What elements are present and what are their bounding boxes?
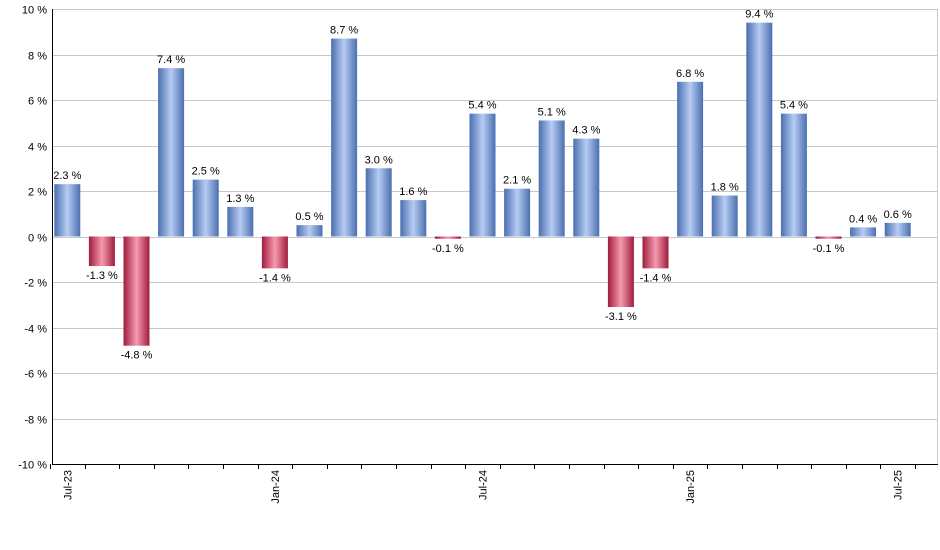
bar [469, 113, 496, 237]
data-label: 5.4 % [780, 100, 808, 112]
data-label: 8.7 % [330, 25, 358, 37]
bars [54, 22, 911, 346]
y-tick-label: -6 % [24, 369, 47, 381]
data-label: 0.6 % [884, 209, 912, 221]
y-tick-label: 6 % [28, 96, 47, 108]
bar [815, 236, 842, 239]
data-label: 2.1 % [503, 175, 531, 187]
bar [365, 168, 392, 237]
bar [642, 236, 669, 269]
data-label: -4.8 % [121, 350, 153, 362]
data-label: -1.4 % [259, 272, 291, 284]
x-tick-label: Jul-23 [62, 470, 74, 500]
axes: 10 % 8 % 6 % 4 % 2 % 0 % -2 % -4 % -6 % -8 % -10 %… [18, 5, 938, 504]
data-label: 2.3 % [53, 170, 81, 182]
bar [296, 225, 323, 237]
data-label: -0.1 % [432, 243, 464, 255]
data-label: 5.4 % [468, 100, 496, 112]
y-tick-label: 10 % [22, 5, 47, 17]
data-label: 0.5 % [295, 211, 323, 223]
data-labels: 2.3 % -1.3 % -4.8 % 7.4 % 2.5 % 1.3 % -1.4 % 0.… [53, 9, 912, 362]
bar [54, 184, 81, 237]
bar [780, 113, 807, 237]
x-tick-label: Jul-25 [893, 470, 905, 500]
bar [88, 236, 115, 267]
data-label: 1.3 % [226, 193, 254, 205]
bar [711, 195, 738, 237]
y-tick-label: -4 % [24, 324, 47, 336]
x-tick-label: Jan-25 [685, 470, 697, 504]
bar [850, 227, 877, 237]
y-tick-label: -10 % [18, 460, 47, 472]
data-label: 2.5 % [192, 166, 220, 178]
bar [400, 200, 427, 237]
data-label: 5.1 % [538, 106, 566, 118]
data-label: -0.1 % [813, 243, 845, 255]
y-tick-label: -8 % [24, 415, 47, 427]
data-label: 4.3 % [572, 125, 600, 137]
y-tick-label: 2 % [28, 187, 47, 199]
bar [227, 206, 254, 237]
bar [123, 236, 150, 346]
data-label: -1.3 % [86, 270, 118, 282]
y-tick-label: 4 % [28, 142, 47, 154]
bar [607, 236, 634, 308]
data-label: -1.4 % [640, 272, 672, 284]
bar [573, 138, 600, 237]
bar [504, 188, 531, 237]
bar [677, 81, 704, 237]
bar [884, 222, 911, 237]
data-label: 3.0 % [365, 154, 393, 166]
bar [538, 120, 565, 237]
data-label: 9.4 % [745, 9, 773, 21]
bar [261, 236, 288, 269]
data-label: 0.4 % [849, 213, 877, 225]
data-label: 1.6 % [399, 186, 427, 198]
data-label: 6.8 % [676, 68, 704, 80]
bar [434, 236, 461, 239]
data-label: -3.1 % [605, 311, 637, 323]
y-tick-label: 0 % [28, 233, 47, 245]
bar [331, 38, 358, 237]
bar [192, 179, 219, 237]
data-label: 7.4 % [157, 54, 185, 66]
x-tick-label: Jan-24 [270, 470, 282, 504]
gridlines [52, 9, 938, 465]
x-tick-label: Jul-24 [478, 470, 490, 500]
y-tick-label: 8 % [28, 51, 47, 63]
y-tick-label: -2 % [24, 278, 47, 290]
bar [746, 22, 773, 237]
bar [158, 68, 185, 237]
data-label: 1.8 % [711, 182, 739, 194]
